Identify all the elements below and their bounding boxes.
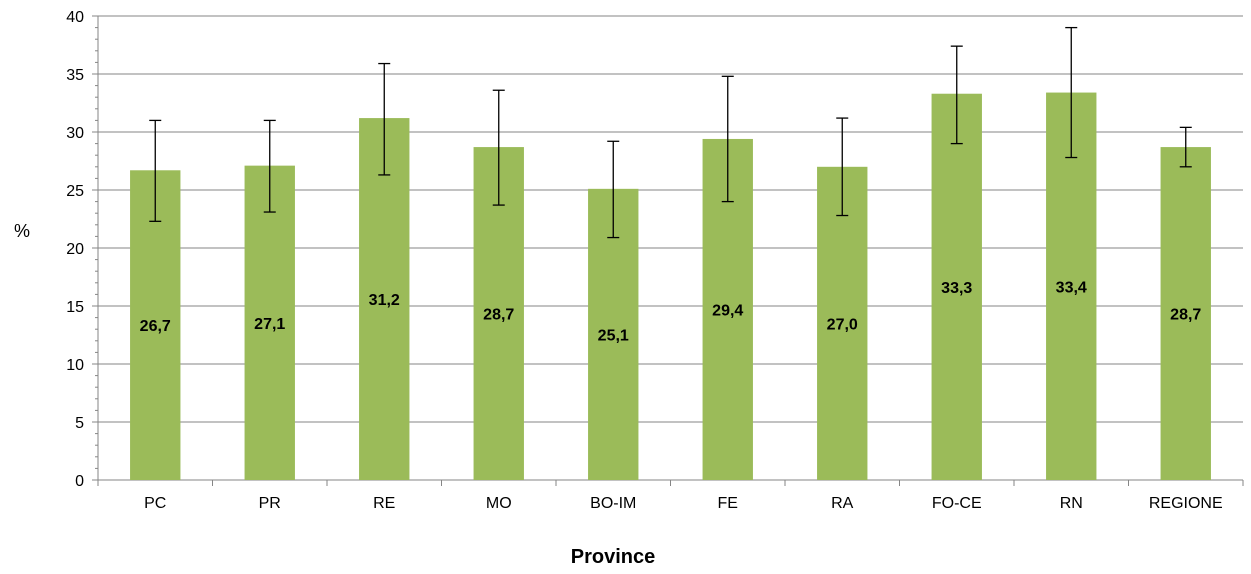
x-tick-label: RA	[831, 495, 854, 512]
y-tick-label: 0	[75, 473, 84, 490]
x-tick-label: RE	[373, 495, 395, 512]
data-label: 31,2	[369, 292, 400, 309]
bar	[359, 118, 410, 480]
tick-labels: 0 5 10 15 20 25 30 35 40 PC PR RE MO BO-IM FE RA FO-CE RN…	[66, 9, 1222, 512]
x-tick-label: RN	[1060, 495, 1083, 512]
x-axis-title: Province	[571, 546, 655, 568]
y-tick-label: 5	[75, 415, 84, 432]
data-label: 33,3	[941, 280, 972, 297]
bar	[817, 166, 868, 481]
y-tick-label: 15	[66, 299, 84, 316]
x-tick-label: MO	[486, 495, 512, 512]
y-tick-label: 10	[66, 357, 84, 374]
data-label: 28,7	[483, 307, 514, 324]
y-axis-title: %	[14, 221, 30, 241]
x-tick-label: FE	[718, 495, 738, 512]
x-tick-label: PR	[259, 495, 281, 512]
data-label: 33,4	[1056, 279, 1087, 296]
data-label: 26,7	[140, 318, 171, 335]
data-label: 27,1	[254, 316, 285, 333]
data-labels: 26,7 27,1 31,2 28,7 25,1 29,4 27,0 33,3 33,4 28,7	[140, 279, 1202, 344]
y-tick-label: 20	[66, 241, 84, 258]
data-label: 25,1	[598, 327, 629, 344]
data-label: 29,4	[712, 302, 743, 319]
y-tick-label: 35	[66, 67, 84, 84]
y-tick-label: 40	[66, 9, 84, 26]
x-tick-label: FO-CE	[932, 495, 982, 512]
data-label: 28,7	[1170, 307, 1201, 324]
x-tick-label: BO-IM	[590, 495, 636, 512]
bar	[244, 165, 295, 480]
data-label: 27,0	[827, 316, 858, 333]
bar	[1160, 147, 1211, 480]
bars	[130, 92, 1211, 481]
x-tick-label: PC	[144, 495, 166, 512]
y-tick-label: 25	[66, 183, 84, 200]
error-bars	[149, 26, 1192, 239]
y-tick-label: 30	[66, 125, 84, 142]
bar	[931, 93, 982, 480]
x-tick-label: REGIONE	[1149, 495, 1223, 512]
